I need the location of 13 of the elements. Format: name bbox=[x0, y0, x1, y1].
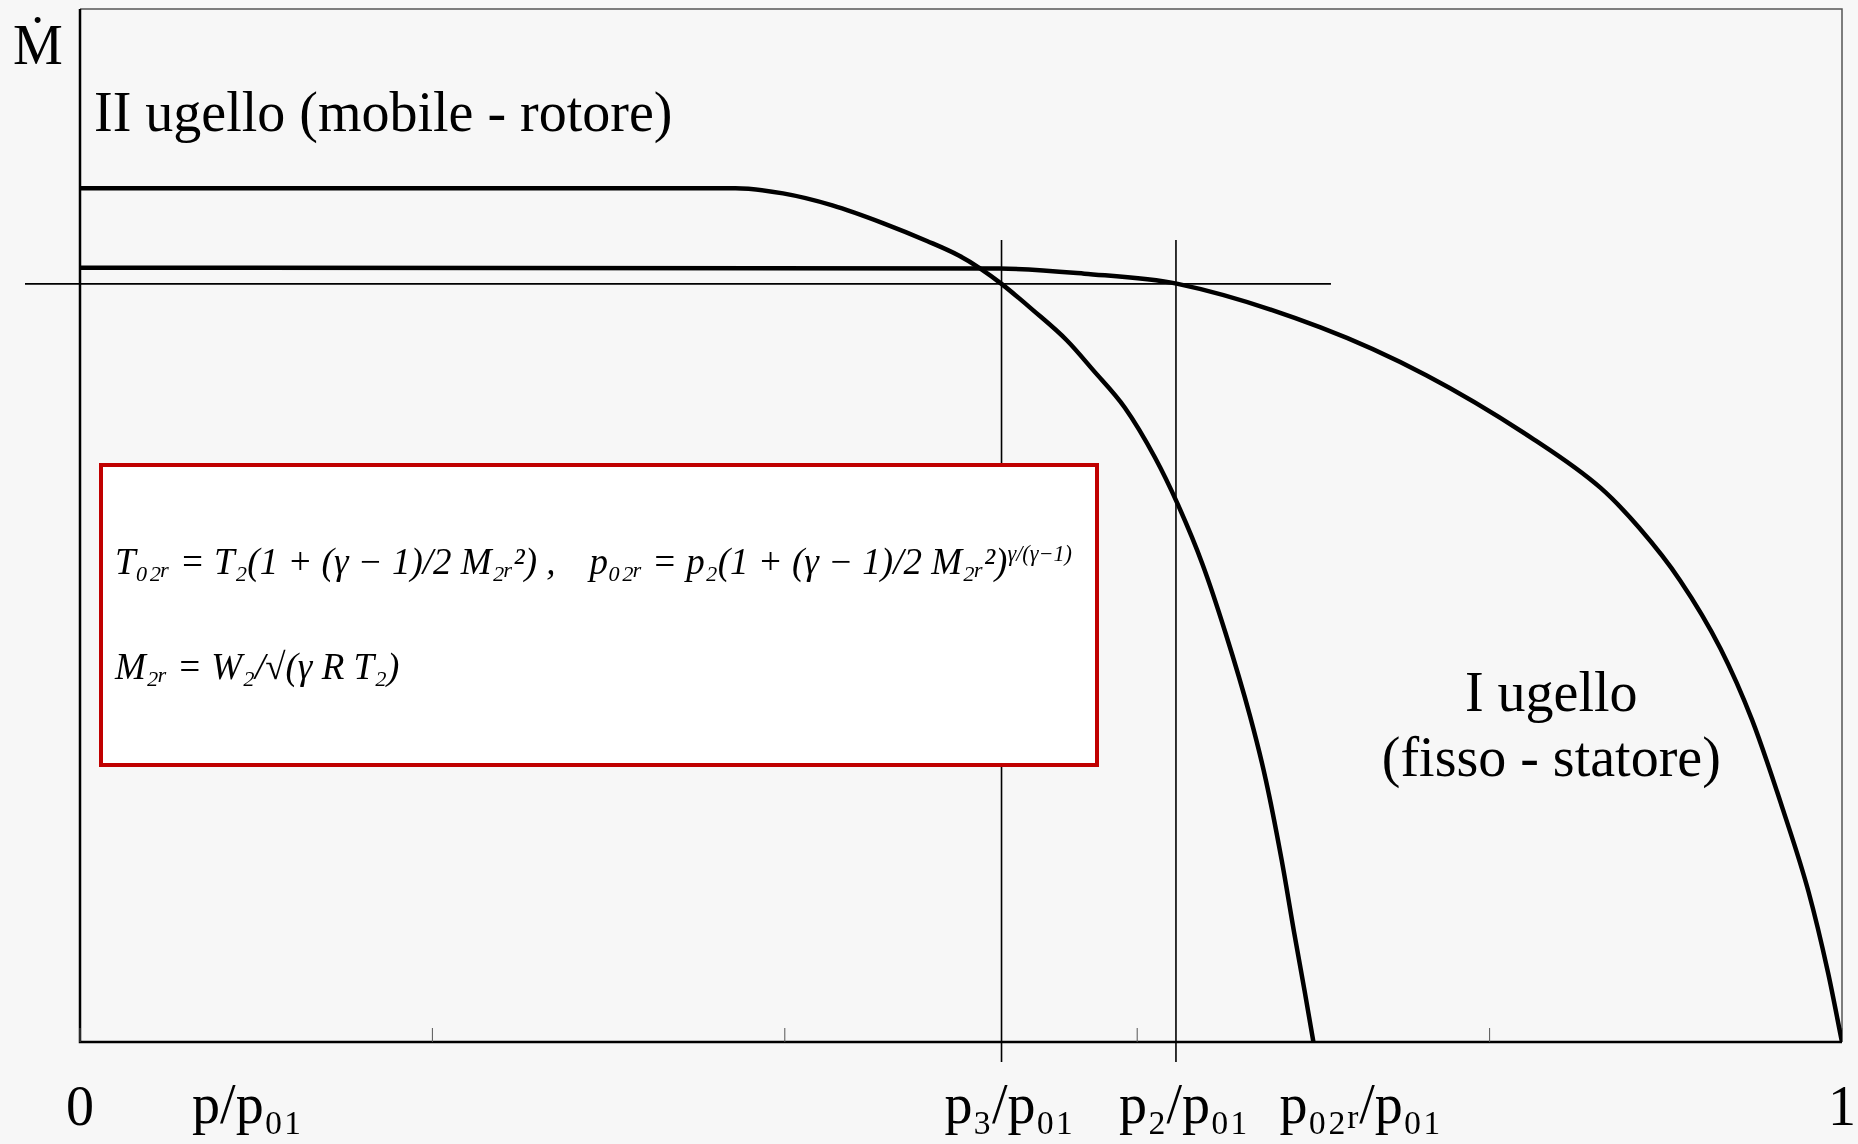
annotation: T₀₂ᵣ = T₂(1 + (γ − 1)/2 M₂ᵣ²) , bbox=[115, 541, 556, 584]
annotation: M₂ᵣ = W₂/√(γ R T₂) bbox=[115, 646, 400, 688]
y-axis-title: Ṁ bbox=[13, 13, 63, 76]
series-label: II ugello (mobile - rotore) bbox=[94, 81, 673, 145]
x-tick-label: 0 bbox=[66, 1075, 94, 1138]
formula-box: T₀₂ᵣ = T₂(1 + (γ − 1)/2 M₂ᵣ²) , p₀₂ᵣ = p₂(1 + (γ − 1)/2 M₂ᵣ²)$^{γ/(γ−1)}$ M₂ᵣ = W₂/√(γ R T₂) bbox=[99, 463, 1099, 767]
ref-line-label: p₂/p₀₁ bbox=[1118, 1072, 1250, 1135]
ref-line-label: p₃/p₀₁ bbox=[944, 1072, 1075, 1135]
annotation: p₀₂ᵣ = p₂(1 + (γ − 1)/2 M₂ᵣ²)$^{γ/(γ−1)}$ bbox=[589, 541, 1072, 584]
x-axis-title: p/p₀₁ bbox=[192, 1072, 303, 1135]
x-tick-label: 1 bbox=[1828, 1075, 1856, 1138]
annotation: p₀₂ᵣ/p₀₁ bbox=[1279, 1072, 1442, 1135]
series-label: I ugello (fisso - statore) bbox=[1381, 661, 1721, 790]
